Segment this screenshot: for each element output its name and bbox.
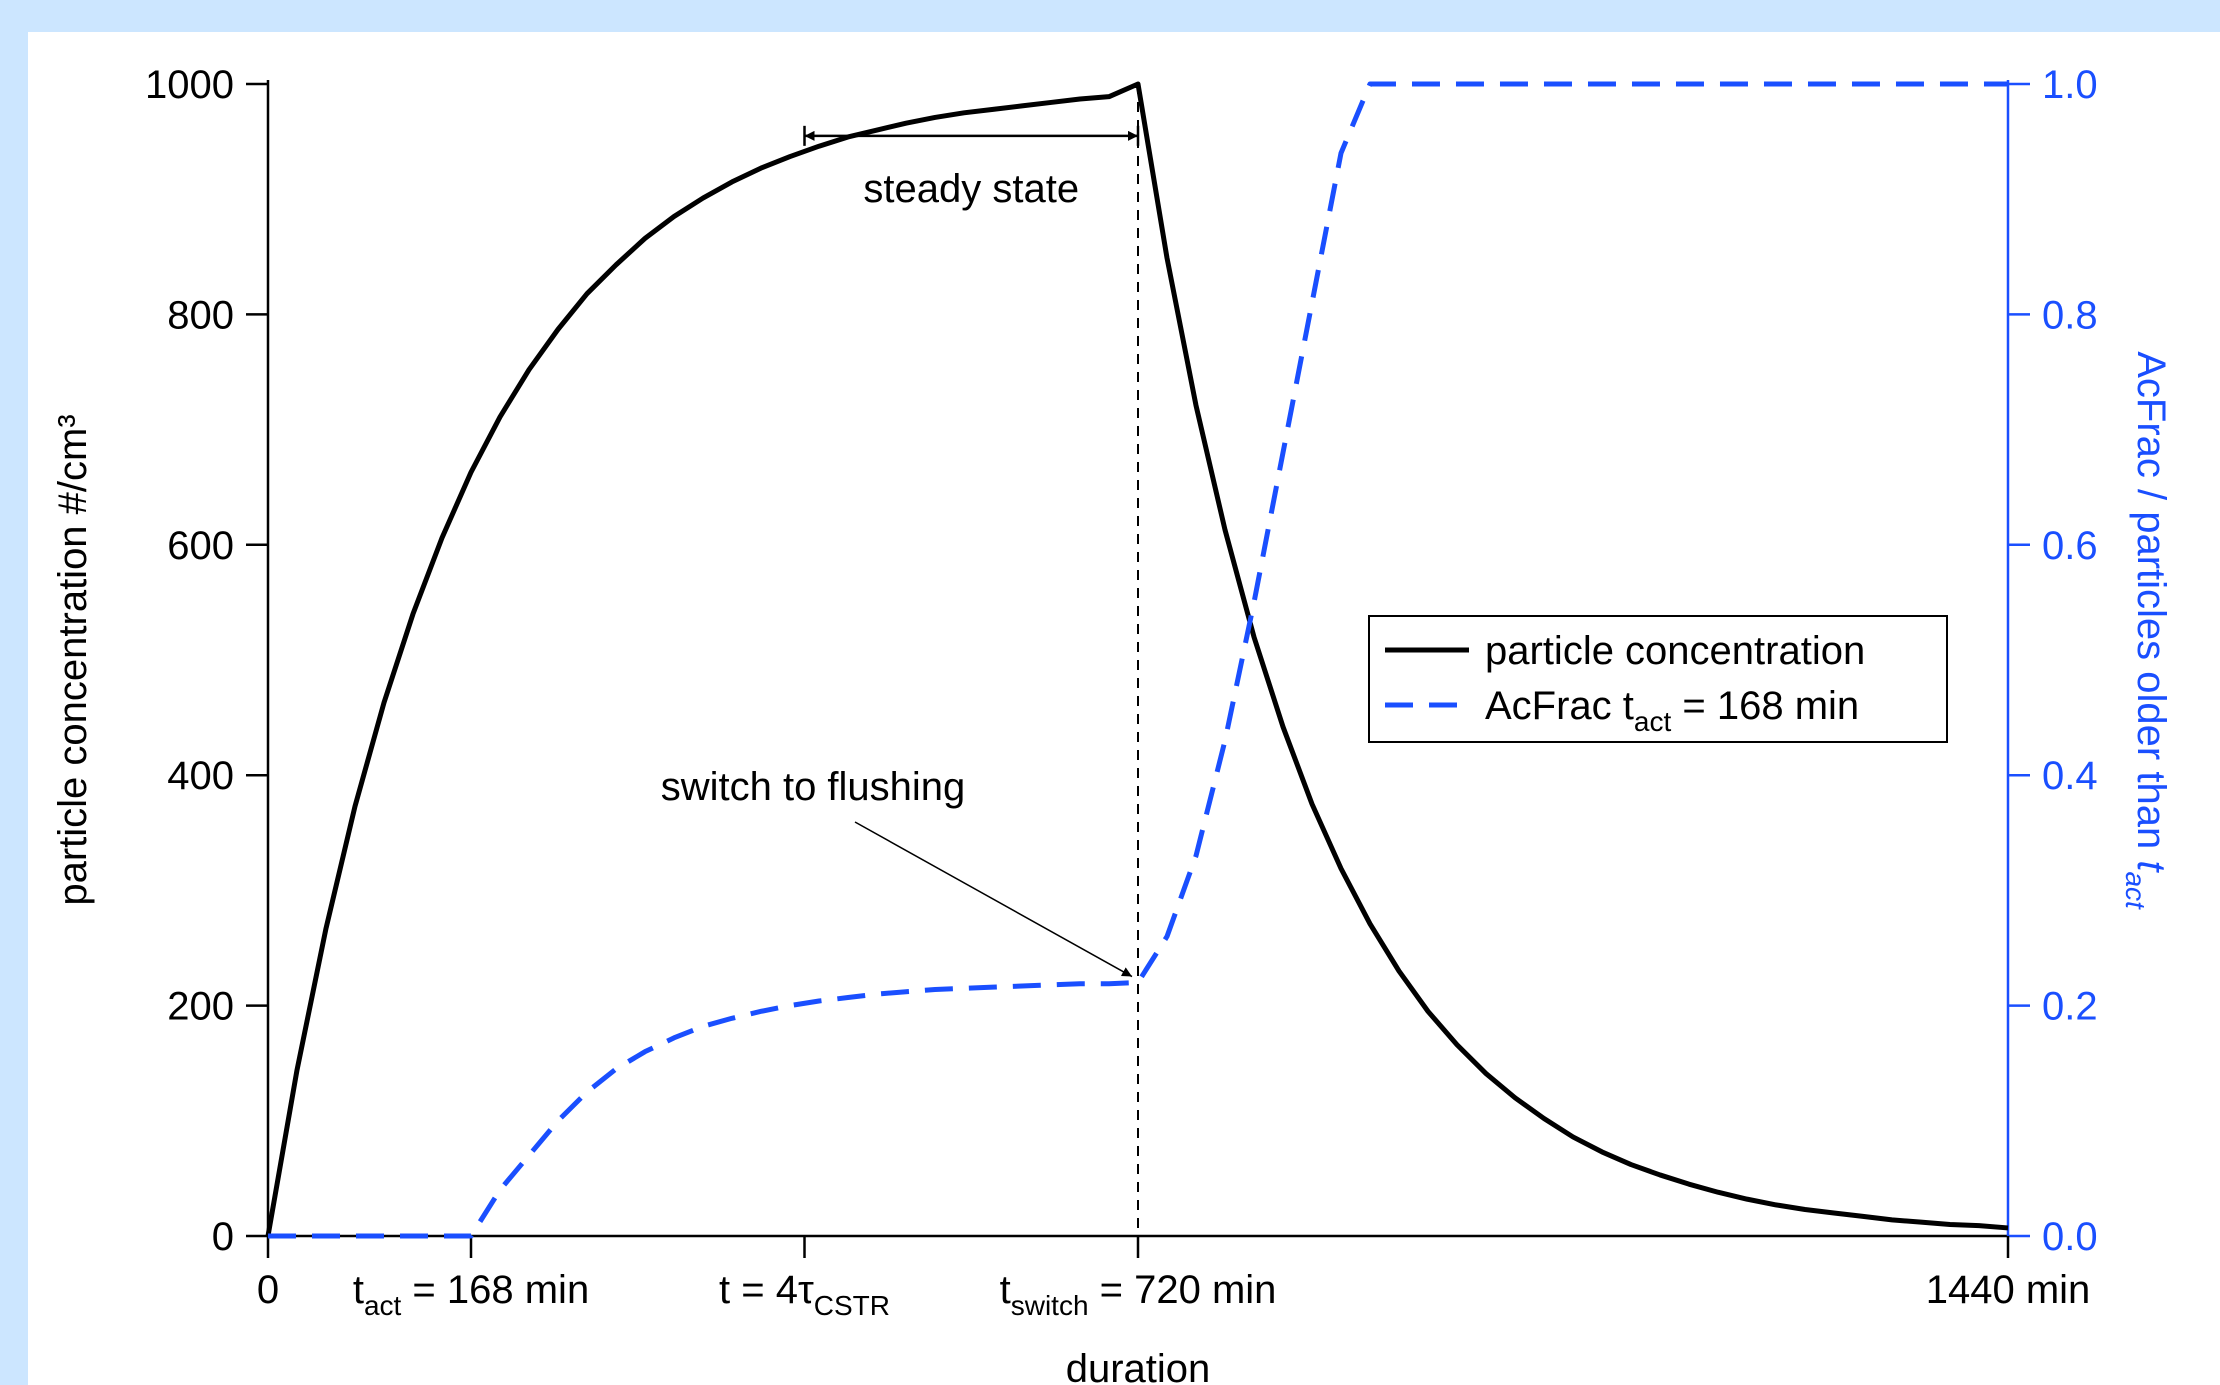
- switch-annotation-label: switch to flushing: [661, 765, 966, 809]
- x-tick-label: tact = 168 min: [353, 1268, 589, 1321]
- chart-svg: 0 200 400 600 800 1000 0.0 0.2 0.4 0.6 0.8 1.0 0 tact…: [51, 63, 2173, 1385]
- switch-annotation-arrow: [854, 821, 1133, 978]
- legend-label-particle-concentration: particle concentration: [1485, 629, 1865, 673]
- y2-tick-label: 0.6: [2042, 524, 2098, 568]
- y-tick-label: 400: [167, 754, 234, 798]
- legend-label-acfrac: AcFrac tact = 168 min: [1485, 684, 1859, 737]
- y2-tick-label: 0.8: [2042, 293, 2098, 337]
- y-tick-label: 800: [167, 293, 234, 337]
- y2-axis-title: AcFrac / particles older than tact: [2120, 351, 2173, 910]
- y-tick-label: 600: [167, 524, 234, 568]
- y2-tick-label: 1.0: [2042, 63, 2098, 107]
- x-tick-label: tswitch = 720 min: [1000, 1268, 1277, 1321]
- series-line-particle-concentration: [265, 81, 2009, 1237]
- x-tick-label: t = 4τCSTR: [719, 1268, 890, 1321]
- steady-state-label: steady state: [863, 167, 1079, 211]
- x-tick-label: 0: [257, 1268, 279, 1312]
- x-tick-label: 1440 min: [1926, 1268, 2091, 1312]
- y2-tick-label: 0.2: [2042, 985, 2098, 1029]
- y2-tick-label: 0.4: [2042, 754, 2098, 798]
- y2-tick-label: 0.0: [2042, 1215, 2098, 1259]
- y-axis-title: particle concentration #/cm³: [51, 414, 95, 905]
- chart-panel: 0 200 400 600 800 1000 0.0 0.2 0.4 0.6 0.8 1.0 0 tact…: [28, 32, 2220, 1385]
- legend-box: [1368, 615, 1948, 743]
- y-tick-label: 0: [212, 1215, 234, 1259]
- y-tick-label: 1000: [145, 63, 234, 107]
- y-tick-label: 200: [167, 985, 234, 1029]
- x-axis-title: duration: [1066, 1347, 1211, 1385]
